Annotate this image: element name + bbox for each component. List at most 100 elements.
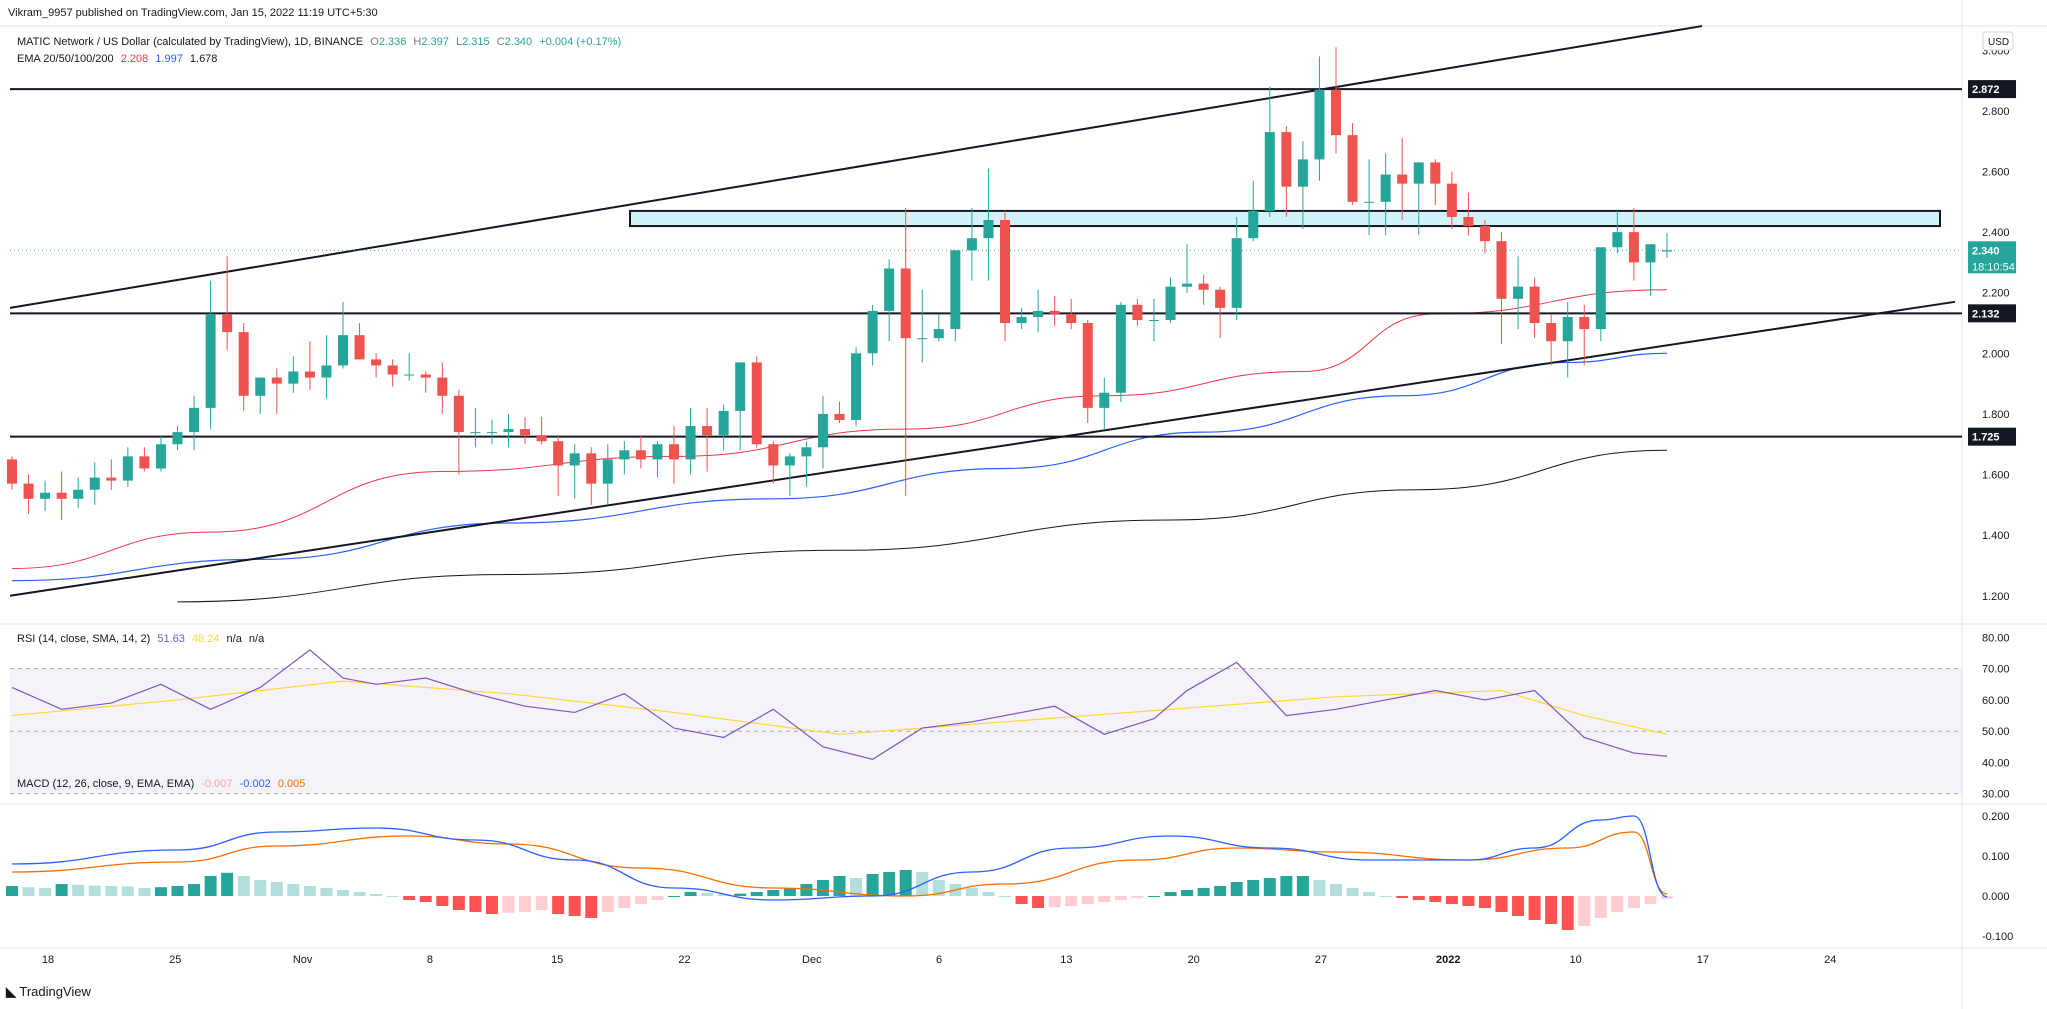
candle-body — [304, 371, 315, 378]
candle — [553, 435, 564, 496]
candle-body — [1628, 232, 1639, 263]
candle — [387, 359, 398, 387]
macd-histogram-bar — [1611, 896, 1624, 912]
candle-body — [155, 444, 166, 469]
candle — [784, 453, 795, 496]
candle-body — [751, 362, 762, 445]
candle-body — [1463, 216, 1474, 227]
macd-tick-label: -0.100 — [1982, 931, 2013, 943]
macd-histogram-bar — [353, 892, 366, 896]
candle — [1430, 159, 1441, 205]
candle-body — [1595, 247, 1606, 330]
candle-body — [1347, 135, 1358, 202]
candle-body — [1231, 238, 1242, 308]
macd-histogram-bar — [717, 894, 730, 896]
candle — [73, 477, 84, 508]
candle-body — [619, 450, 630, 460]
macd-histogram-bar — [1164, 892, 1177, 896]
macd-histogram-bar — [965, 888, 978, 896]
candle — [1496, 232, 1507, 345]
candle — [420, 371, 431, 393]
candle — [884, 259, 895, 342]
ema100-value: 1.678 — [189, 53, 218, 65]
candle-body — [470, 432, 481, 434]
macd-histogram-bar — [800, 884, 813, 896]
candle — [1479, 220, 1490, 254]
ema-label[interactable]: EMA 20/50/100/200 — [17, 53, 114, 65]
macd-histogram-bar — [121, 886, 134, 896]
candle-body — [520, 429, 531, 436]
candle-body — [172, 432, 183, 445]
candle-body — [338, 335, 348, 366]
macd-histogram-bar — [171, 886, 184, 896]
price-tick-label: 2.400 — [1982, 227, 2010, 239]
candle-body — [685, 426, 696, 460]
candle — [172, 426, 183, 451]
candle-body — [503, 429, 514, 433]
candle — [1182, 244, 1193, 293]
candle — [1297, 141, 1308, 230]
level-tag-2872 — [1968, 80, 2016, 99]
macd-histogram-bar — [403, 896, 416, 900]
candle — [1347, 123, 1358, 205]
macd-histogram-bar — [1396, 896, 1409, 898]
macd-histogram-bar — [1412, 896, 1425, 900]
candle — [1513, 256, 1524, 330]
macd-tick-label: 0.200 — [1982, 811, 2010, 823]
macd-histogram-bar — [303, 886, 316, 896]
macd-histogram-bar — [221, 872, 234, 896]
candle-body — [1579, 316, 1590, 330]
candle-body — [437, 377, 448, 396]
symbol-name[interactable]: MATIC Network / US Dollar (calculated by… — [17, 36, 364, 48]
candle — [1115, 301, 1126, 402]
macd-histogram-bar — [767, 890, 780, 896]
price-tick-label: 2.600 — [1982, 167, 2010, 179]
candle — [718, 404, 729, 451]
time-tick-label: 18 — [42, 954, 54, 966]
rsi-tick-label: 30.00 — [1982, 789, 2010, 801]
macd-histogram-bar — [72, 884, 85, 896]
macd-tick-label: 0.000 — [1982, 891, 2010, 903]
macd-histogram-bar — [850, 878, 863, 896]
resistance-zone — [629, 209, 1941, 228]
candle-body — [884, 268, 895, 311]
rsi-label[interactable]: RSI (14, close, SMA, 14, 2) — [17, 633, 151, 645]
candle — [1446, 171, 1457, 230]
macd-histogram-bar — [1627, 896, 1640, 908]
price-tick-label: 2.200 — [1982, 288, 2010, 300]
macd-histogram-bar — [1214, 886, 1227, 896]
candle-body — [933, 329, 944, 339]
macd-label[interactable]: MACD (12, 26, close, 9, EMA, EMA) — [17, 778, 195, 790]
candle-body — [1562, 316, 1573, 342]
candle — [966, 207, 977, 281]
candle — [1099, 377, 1110, 430]
candle — [1463, 192, 1474, 236]
macd-histogram-bar — [105, 886, 118, 896]
macd-histogram-bar — [188, 884, 201, 896]
macd-histogram-bar — [1379, 896, 1392, 897]
macd-histogram-bar — [601, 896, 614, 912]
high-label: H — [413, 36, 422, 48]
upper-trendline — [9, 25, 1703, 309]
candle — [751, 356, 762, 448]
candle-body — [1397, 174, 1408, 184]
candle-body — [553, 441, 564, 466]
macd-histogram-bar — [1545, 896, 1558, 924]
macd-histogram-bar — [1296, 876, 1309, 896]
macd-histogram-bar — [1644, 896, 1657, 904]
candle-body — [255, 377, 266, 396]
candle — [1248, 180, 1259, 242]
price-tick-label: 2.000 — [1982, 348, 2010, 360]
time-tick-label: Nov — [293, 954, 313, 966]
macd-histogram-bar — [39, 888, 52, 896]
macd-histogram-bar — [668, 896, 680, 897]
macd-histogram-bar — [651, 896, 664, 900]
macd-histogram-bar — [866, 874, 879, 896]
tradingview-brand[interactable]: ◣ TradingView — [6, 984, 91, 1000]
macd-hist-value: -0.007 — [201, 778, 233, 790]
macd-histogram-bar — [982, 892, 995, 896]
candle — [983, 168, 994, 281]
macd-histogram-bar — [1578, 896, 1591, 926]
rsi-tick-label: 50.00 — [1982, 726, 2010, 738]
